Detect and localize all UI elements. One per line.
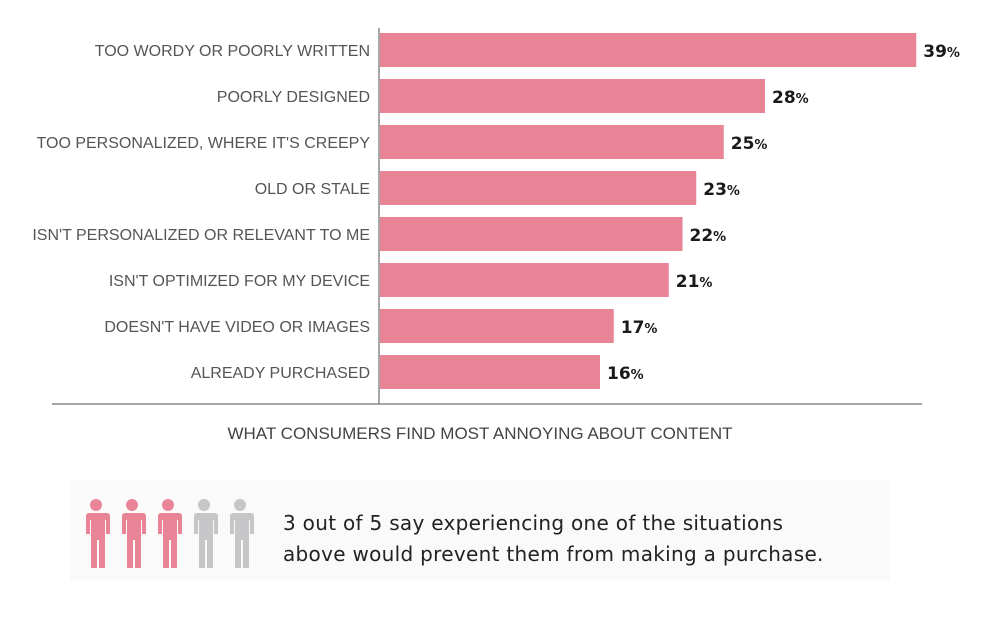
category-label: ISN'T OPTIMIZED FOR MY DEVICE xyxy=(109,273,370,290)
bar-5 xyxy=(380,217,683,251)
category-label: POORLY DESIGNED xyxy=(217,89,370,106)
bars-layer: TOO WORDY OR POORLY WRITTEN 39% POORLY DES… xyxy=(32,33,960,389)
people-icons xyxy=(85,499,254,568)
value-label: 28% xyxy=(772,88,809,108)
person-icon xyxy=(193,499,218,568)
bar-7 xyxy=(380,309,614,343)
bar-8 xyxy=(380,355,600,389)
person-icon xyxy=(85,499,110,568)
value-label: 17% xyxy=(621,318,658,338)
stat-line-2: above would prevent them from making a p… xyxy=(283,542,824,566)
value-label: 39% xyxy=(923,42,960,62)
bar-6 xyxy=(380,263,669,297)
category-label: DOESN'T HAVE VIDEO OR IMAGES xyxy=(104,319,370,336)
category-label: ISN'T PERSONALIZED OR RELEVANT TO ME xyxy=(32,227,370,244)
category-label: TOO PERSONALIZED, WHERE IT'S CREEPY xyxy=(37,135,371,152)
value-label: 25% xyxy=(731,134,768,154)
bar-4 xyxy=(380,171,697,205)
value-label: 22% xyxy=(690,226,727,246)
footer-panel: 3 out of 5 say experiencing one of the s… xyxy=(70,480,890,580)
category-label: TOO WORDY OR POORLY WRITTEN xyxy=(95,43,370,60)
bar-1 xyxy=(380,33,917,67)
person-icon xyxy=(121,499,146,568)
stat-text: 3 out of 5 say experiencing one of the s… xyxy=(283,508,883,570)
category-label: OLD OR STALE xyxy=(255,181,370,198)
value-label: 21% xyxy=(676,272,713,292)
person-icon xyxy=(157,499,182,568)
bar-2 xyxy=(380,79,765,113)
person-icon xyxy=(229,499,254,568)
category-label: ALREADY PURCHASED xyxy=(191,365,370,382)
x-axis-caption: WHAT CONSUMERS FIND MOST ANNOYING ABOUT … xyxy=(227,424,733,443)
value-label: 16% xyxy=(607,364,644,384)
bar-chart: TOO WORDY OR POORLY WRITTEN 39% POORLY DES… xyxy=(32,28,960,405)
value-label: 23% xyxy=(703,180,740,200)
bar-3 xyxy=(380,125,724,159)
stat-line-1: 3 out of 5 say experiencing one of the s… xyxy=(283,511,784,535)
